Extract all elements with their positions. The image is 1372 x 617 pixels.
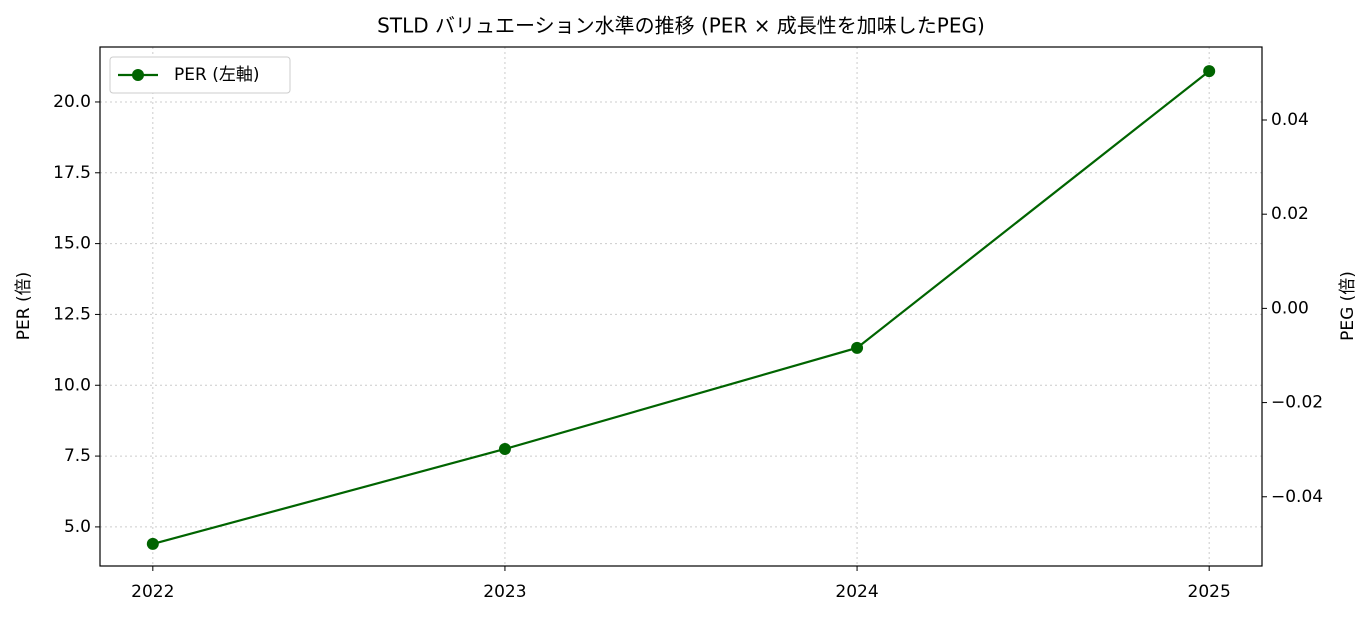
data-point	[498, 442, 511, 455]
y2-tick-label: 0.04	[1271, 110, 1309, 130]
y-tick-label: 15.0	[53, 234, 91, 254]
y-tick-label: 17.5	[53, 163, 91, 183]
y-tick-label: 12.5	[53, 304, 91, 324]
y2-axis-label: PEG (倍)	[1338, 271, 1358, 341]
data-point	[851, 341, 864, 354]
legend-marker	[132, 69, 144, 81]
y-tick-label: 5.0	[64, 517, 91, 537]
y-tick-label: 20.0	[53, 92, 91, 112]
y2-tick-label: −0.02	[1271, 393, 1323, 413]
chart-title: STLD バリュエーション水準の推移 (PER × 成長性を加味したPEG)	[377, 14, 985, 38]
y2-tick-label: 0.00	[1271, 298, 1309, 318]
y2-tick-label: 0.02	[1271, 204, 1309, 224]
legend-label: PER (左軸)	[174, 65, 259, 85]
y2-tick-label: −0.04	[1271, 487, 1323, 507]
x-tick-label: 2024	[835, 582, 878, 602]
plot-frame	[99, 46, 1263, 567]
legend-box	[109, 56, 291, 94]
y-tick-label: 7.5	[64, 446, 91, 466]
x-tick-label: 2025	[1188, 582, 1231, 602]
data-point	[1203, 65, 1216, 78]
x-tick-label: 2022	[131, 582, 174, 602]
x-tick-label: 2023	[483, 582, 526, 602]
data-point	[146, 537, 159, 550]
y-tick-label: 10.0	[53, 375, 91, 395]
y-axis-label: PER (倍)	[14, 272, 34, 340]
data-line	[152, 70, 1210, 545]
